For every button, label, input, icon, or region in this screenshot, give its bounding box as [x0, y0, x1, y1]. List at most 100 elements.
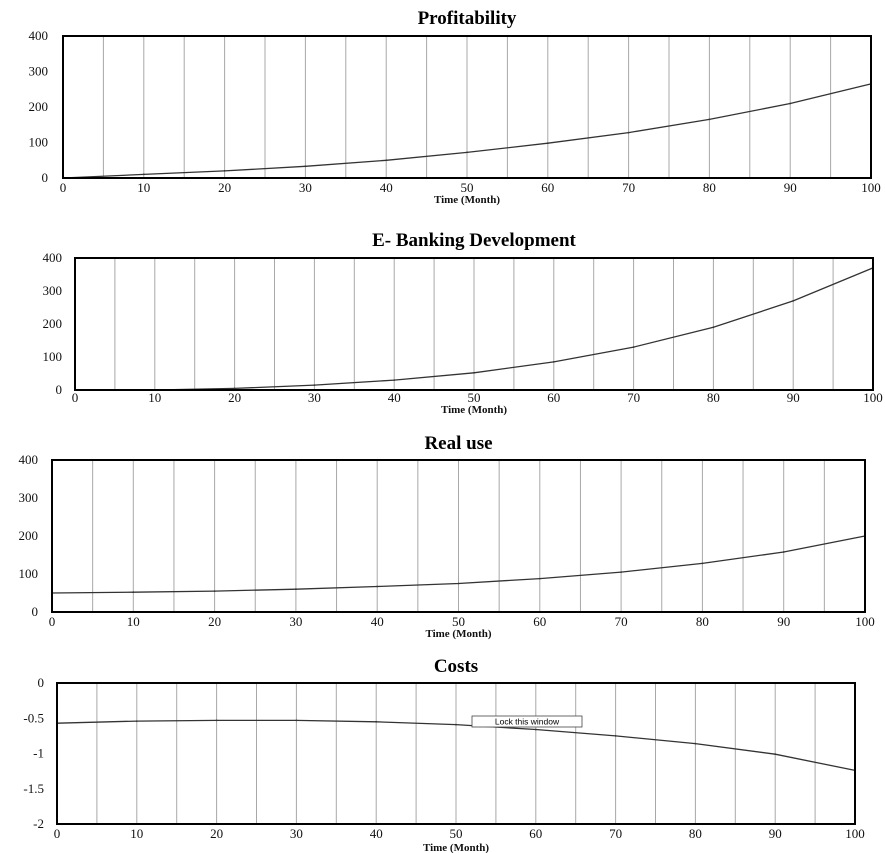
y-tick-label: 400	[43, 250, 63, 265]
data-point	[457, 582, 460, 585]
x-tick-label: 80	[696, 614, 709, 629]
x-tick-label: 30	[289, 614, 302, 629]
data-point	[694, 742, 697, 745]
data-point	[789, 102, 792, 105]
y-tick-label: 200	[29, 99, 49, 114]
x-tick-label: 70	[615, 614, 628, 629]
x-tick-label: 50	[461, 180, 474, 195]
y-tick-label: 300	[29, 64, 49, 79]
data-point	[393, 379, 396, 381]
x-axis-label: Time (Month)	[434, 194, 500, 206]
chart-panel-3: Real use 400 300 200 100 00 10 20 30 40 50 60 70 80 90…	[19, 433, 875, 640]
data-point	[627, 131, 630, 134]
y-tick-label: -2	[33, 816, 44, 831]
x-tick-label: 80	[707, 390, 720, 405]
chart-title: E- Banking Development	[372, 230, 576, 251]
x-tick-label: 80	[703, 180, 716, 195]
series-line-1	[154, 267, 874, 391]
data-point	[295, 588, 297, 591]
data-point	[132, 591, 135, 594]
chart-panel-2: E- Banking Development 400 300 200 100 00 10 20…	[43, 230, 883, 416]
y-tick-label: 400	[29, 28, 49, 43]
x-tick-label: 70	[622, 180, 635, 195]
plot-frame	[62, 35, 872, 179]
y-tick-label: 0	[38, 675, 45, 690]
y-tick-label: 0	[42, 170, 49, 185]
x-tick-label: 60	[541, 180, 554, 195]
chart-panel-1: Profitability 400 300 200 100 00 10 20 30 40 50 60 7…	[29, 8, 881, 206]
data-point	[552, 361, 555, 363]
data-point	[466, 151, 468, 154]
x-tick-label: 10	[130, 826, 143, 841]
chart-panel-4: Costs 0 -0.5 -1 -1.5 -2 0 10 20 30 40 50 60 70 80 90 100…	[23, 656, 864, 853]
data-point	[701, 562, 704, 565]
x-tick-label: 30	[290, 826, 303, 841]
x-tick-label: 90	[784, 180, 797, 195]
x-tick-label: 100	[863, 390, 883, 405]
lock-window-box	[471, 715, 583, 728]
x-tick-label: 20	[210, 826, 223, 841]
x-tick-label: 10	[148, 390, 161, 405]
x-tick-label: 90	[787, 390, 800, 405]
data-point	[313, 384, 316, 386]
data-point	[782, 551, 785, 553]
chart-title: Profitability	[418, 8, 517, 29]
x-axis-label: Time (Month)	[425, 628, 491, 640]
x-tick-label: 50	[450, 826, 463, 841]
x-tick-label: 70	[609, 826, 622, 841]
x-tick-label: 20	[218, 180, 231, 195]
x-tick-label: 100	[861, 180, 881, 195]
x-tick-label: 60	[547, 390, 560, 405]
x-tick-label: 50	[452, 614, 465, 629]
data-point	[142, 173, 145, 176]
y-tick-label: 300	[43, 283, 63, 298]
x-tick-label: 100	[845, 826, 865, 841]
x-tick-label: 0	[60, 180, 67, 195]
x-tick-label: 90	[777, 614, 790, 629]
data-point	[223, 170, 226, 172]
x-tick-label: 0	[72, 390, 79, 405]
x-tick-label: 80	[689, 826, 702, 841]
lock-window-label: Lock this window	[495, 717, 560, 727]
y-tick-label: 0	[32, 604, 39, 619]
y-tick-label: 400	[19, 452, 39, 467]
x-tick-label: 100	[855, 614, 875, 629]
y-tick-label: 200	[43, 316, 63, 331]
data-point	[614, 735, 617, 737]
data-point	[376, 585, 379, 588]
chart-title: Real use	[424, 433, 492, 454]
y-tick-label: 100	[29, 135, 49, 150]
chart-title: Costs	[434, 656, 478, 677]
data-point	[546, 142, 549, 145]
x-tick-label: 70	[627, 390, 640, 405]
x-tick-label: 10	[127, 614, 140, 629]
data-point	[295, 719, 298, 722]
data-point	[620, 571, 622, 573]
data-point	[213, 590, 216, 592]
data-point	[712, 326, 715, 329]
data-point	[455, 723, 457, 726]
x-tick-label: 0	[54, 826, 61, 841]
y-tick-label: -1.5	[23, 781, 44, 796]
x-tick-label: 60	[533, 614, 546, 629]
y-tick-label: 200	[19, 528, 39, 543]
x-tick-label: 20	[228, 390, 241, 405]
y-tick-label: -0.5	[23, 710, 44, 725]
x-tick-label: 50	[468, 390, 481, 405]
plot-frame	[74, 257, 874, 391]
data-point	[774, 753, 777, 756]
x-tick-label: 10	[137, 180, 150, 195]
x-tick-label: 60	[529, 826, 542, 841]
data-point	[304, 165, 307, 168]
x-tick-label: 40	[388, 390, 401, 405]
x-tick-label: 40	[370, 826, 383, 841]
x-tick-label: 90	[769, 826, 782, 841]
y-tick-label: 100	[19, 566, 39, 581]
x-tick-label: 30	[299, 180, 312, 195]
x-axis-label: Time (Month)	[441, 404, 507, 416]
data-point	[135, 720, 138, 722]
x-tick-label: 40	[371, 614, 384, 629]
data-point	[708, 118, 711, 121]
data-point	[375, 720, 378, 723]
